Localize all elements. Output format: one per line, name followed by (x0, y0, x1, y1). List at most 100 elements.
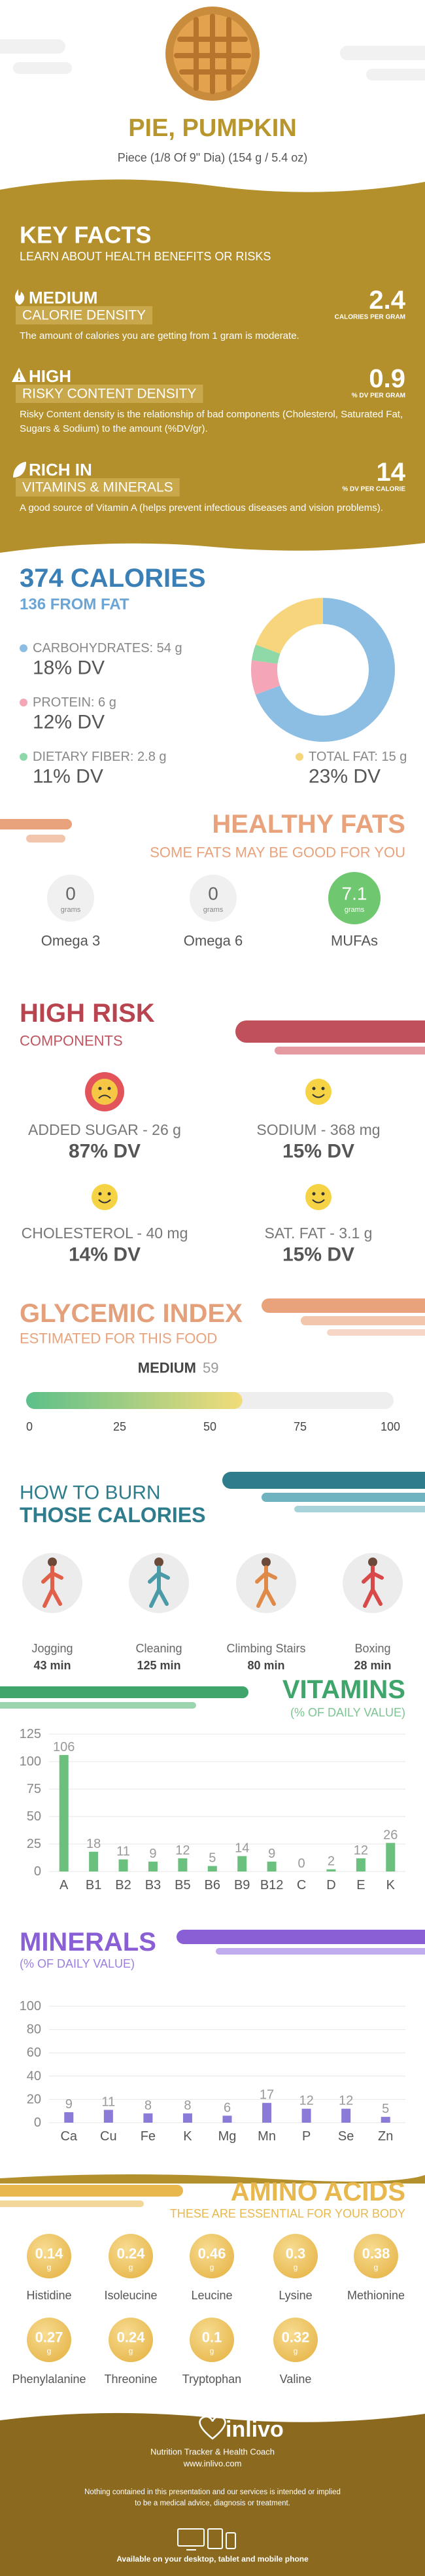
y-tick-label: 125 (20, 1727, 41, 1741)
x-tick-label: B9 (234, 1878, 250, 1892)
fat-circle (47, 875, 94, 922)
page-title: PIE, PUMPKIN (128, 114, 297, 142)
legend-dot (20, 753, 27, 761)
y-tick-label: 80 (27, 2023, 41, 2037)
bar (381, 2117, 390, 2123)
amino-value: 0.46 (198, 2246, 226, 2262)
value-label: 12 (299, 2094, 313, 2108)
section-title: KEY FACTS (20, 222, 151, 249)
value-label: 5 (382, 2102, 389, 2116)
footer-background (0, 2412, 425, 2576)
amino-circle (109, 2234, 153, 2278)
amino-unit: g (47, 2263, 52, 2272)
section-subtitle: SOME FATS MAY BE GOOD FOR YOU (150, 844, 405, 861)
x-tick-label: C (297, 1878, 306, 1892)
y-tick-label: 100 (20, 1999, 41, 2013)
fact-name: RISKY CONTENT DENSITY (22, 387, 196, 402)
donut-segment (251, 644, 280, 665)
amino-circle (109, 2318, 153, 2362)
fact-unit: CALORIES PER GRAM (335, 314, 405, 321)
amino-name: Threonine (104, 2373, 157, 2386)
x-tick-label: Fe (141, 2129, 156, 2144)
value-label: 26 (383, 1828, 398, 1842)
gi-tick-label: 25 (113, 1420, 126, 1433)
activity-name: Jogging (31, 1642, 73, 1655)
section-subtitle: COMPONENTS (20, 1033, 123, 1049)
value-label: 11 (101, 2095, 115, 2109)
key-facts-background (0, 179, 425, 553)
fact-description: The amount of calories you are getting f… (20, 330, 299, 341)
donut-segment (255, 598, 395, 742)
bar (207, 1866, 217, 1871)
section-subtitle: ESTIMATED FOR THIS FOOD (20, 1331, 217, 1347)
value-label: 106 (53, 1740, 75, 1754)
band-decor (0, 2174, 425, 2184)
bar (118, 1859, 128, 1871)
gi-tick-label: 75 (294, 1420, 307, 1433)
bar (59, 1754, 69, 1871)
x-tick-label: P (302, 2129, 311, 2144)
gi-level: MEDIUM (138, 1360, 196, 1376)
value-label: 0 (298, 1856, 305, 1871)
bar (386, 1843, 396, 1871)
x-tick-label: B12 (260, 1878, 284, 1892)
y-tick-label: 100 (20, 1754, 41, 1769)
activity-icon-head (368, 1558, 377, 1567)
activity-time: 80 min (247, 1659, 284, 1672)
fact-name: CALORIE DENSITY (22, 308, 146, 323)
nutrient-label: CARBOHYDRATES: 54 g (33, 641, 182, 655)
donut-segment (256, 598, 324, 655)
value-label: 12 (339, 2094, 353, 2108)
amino-name: Leucine (191, 2289, 232, 2302)
amino-value: 0.1 (202, 2329, 222, 2346)
x-tick-label: Mg (218, 2129, 237, 2144)
availability: Available on your desktop, tablet and mo… (116, 2554, 309, 2564)
gi-bar (26, 1392, 243, 1409)
section-title: VITAMINS (282, 1675, 405, 1704)
fat-value: 0 (208, 884, 218, 904)
amino-name: Phenylalanine (12, 2373, 86, 2386)
y-tick-label: 0 (34, 2115, 41, 2130)
fat-unit: grams (345, 906, 365, 914)
value-label: 9 (65, 2097, 73, 2112)
x-tick-label: Zn (378, 2129, 393, 2144)
section-subtitle: 136 FROM FAT (20, 596, 129, 614)
tagline: Nutrition Tracker & Health Coach (150, 2447, 275, 2457)
legend-dot (20, 644, 27, 652)
amino-name: Methionine (347, 2289, 405, 2302)
activity-icon-head (262, 1558, 271, 1567)
fat-name: Omega 6 (184, 933, 243, 949)
value-label: 9 (149, 1847, 156, 1861)
fact-level: RICH IN (29, 460, 92, 479)
fact-value: 2.4 (369, 286, 405, 315)
bar (267, 1861, 277, 1871)
activity-icon-body (148, 1565, 170, 1608)
gi-value: 59 (203, 1360, 218, 1376)
bar (341, 2108, 351, 2123)
value-label: 18 (86, 1837, 101, 1851)
value-label: 5 (209, 1851, 216, 1866)
x-tick-label: B3 (145, 1878, 161, 1892)
bar (182, 2113, 192, 2123)
risk-label: SAT. FAT - 3.1 g (265, 1225, 373, 1242)
fat-name: Omega 3 (41, 933, 101, 949)
value-label: 12 (354, 1843, 368, 1858)
amino-name: Valine (280, 2373, 312, 2386)
disclaimer: to be a medical advice, diagnosis or tre… (135, 2499, 290, 2507)
amino-circle (354, 2234, 398, 2278)
nutrient-label: DIETARY FIBER: 2.8 g (33, 750, 167, 764)
risk-label: CHOLESTEROL - 40 mg (22, 1225, 188, 1242)
amino-circle (27, 2318, 71, 2362)
amino-value: 0.24 (117, 2329, 146, 2346)
gi-tick-label: 0 (26, 1420, 33, 1433)
device-icons (177, 2528, 236, 2550)
fact-value: 0.9 (369, 364, 405, 393)
y-tick-label: 60 (27, 2045, 41, 2060)
y-tick-label: 0 (34, 1864, 41, 1879)
bar (103, 2110, 113, 2123)
activity-icon-body (362, 1565, 384, 1608)
activity-name: Boxing (354, 1642, 390, 1655)
activity-icon-body (255, 1565, 277, 1608)
nutrient-dv: 12% DV (33, 712, 105, 733)
activity-name: Cleaning (135, 1642, 182, 1655)
